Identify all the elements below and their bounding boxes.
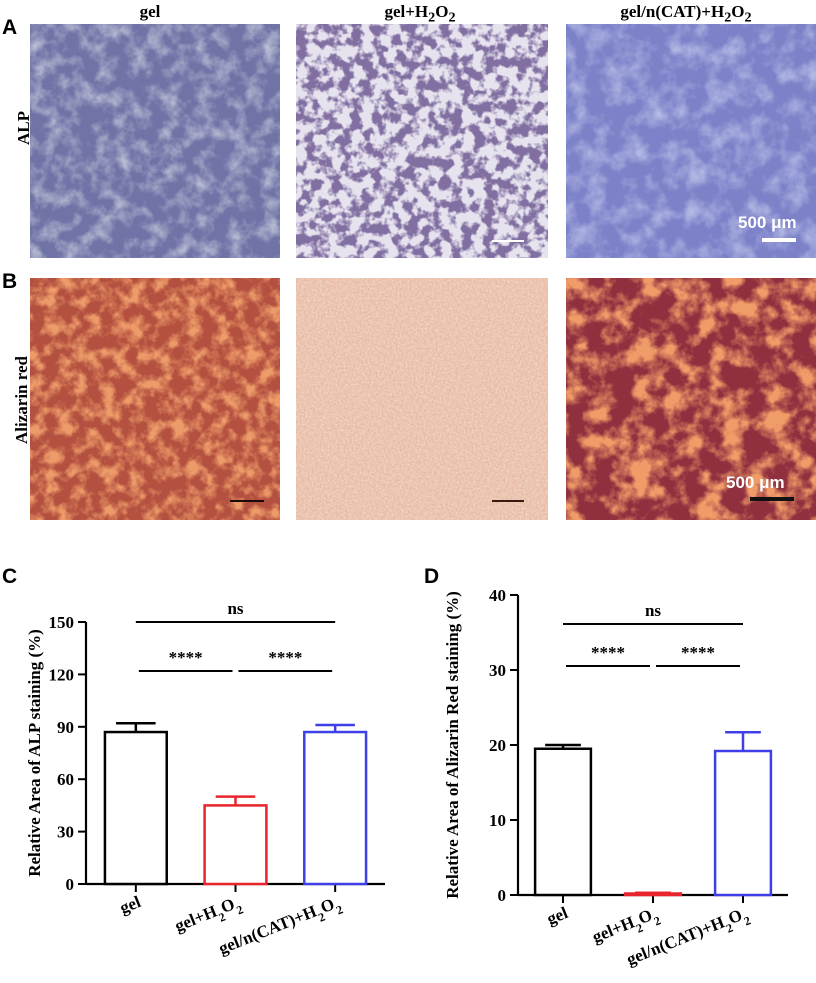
significance-label: **** — [268, 648, 302, 667]
micrograph-alizarin-gel-h2o2 — [296, 278, 548, 520]
chart-d-alizarin-staining: 0 10 20 30 40 Relative Area of Alizarin Red s… — [443, 586, 788, 969]
y-tick-label: 90 — [57, 718, 74, 737]
row-header-alizarin-red: Alizarin red — [12, 356, 31, 444]
significance-label: ns — [645, 601, 661, 620]
panel-letter-c: C — [2, 565, 18, 588]
x-tick-label: gel — [544, 903, 571, 929]
bar-gel — [103, 730, 168, 886]
micrograph-alp-gel — [30, 24, 280, 258]
y-tick-label: 60 — [57, 770, 74, 789]
column-header-gel-ncat-h2o2: gel/n(CAT)+H2O2 — [620, 2, 752, 26]
significance-label: **** — [169, 648, 203, 667]
column-header-gel-h2o2: gel+H2O2 — [384, 2, 456, 26]
y-tick-label: 10 — [489, 811, 506, 830]
bar-gel-n-cat-h2o2 — [303, 730, 368, 886]
y-tick-label: 20 — [489, 736, 506, 755]
y-tick-label: 0 — [498, 886, 507, 905]
micrograph-alizarin-gel-ncat-h2o2 — [566, 278, 816, 520]
bar-gel-n-cat-h2o2 — [713, 749, 773, 897]
micrograph-alp-gel-ncat-h2o2 — [566, 24, 816, 258]
x-tick-label: gel — [117, 892, 144, 918]
scale-bar-label-alizarin: 500 μm — [726, 473, 785, 492]
y-tick-label: 40 — [489, 586, 506, 605]
significance-label: **** — [591, 643, 625, 662]
y-axis-label: Relative Area of ALP staining (%) — [25, 629, 44, 877]
y-tick-label: 120 — [49, 665, 75, 684]
bar-gel-h2o2 — [203, 804, 268, 886]
panel-letter-b: B — [2, 270, 18, 293]
significance-label: ns — [227, 599, 243, 618]
bar-gel — [533, 747, 593, 897]
column-header-gel: gel — [139, 2, 161, 21]
scale-bar-alizarin — [750, 497, 794, 501]
chart-c-alp-staining: 0 30 60 90 120 150 Relative Area of ALP staini… — [25, 599, 385, 964]
y-tick-label: 30 — [489, 661, 506, 680]
y-tick-label: 0 — [66, 875, 75, 894]
micrograph-alp-gel-h2o2 — [296, 24, 548, 258]
bar-gel-h2o2 — [623, 892, 683, 897]
y-tick-label: 30 — [57, 823, 74, 842]
y-tick-label: 150 — [49, 613, 75, 632]
micrograph-alizarin-gel — [30, 278, 280, 520]
scale-bar-label-alp: 500 μm — [738, 213, 797, 232]
x-tick-label: gel/n(CAT)+H2O2 — [216, 892, 345, 964]
scale-bar-alp — [762, 238, 796, 242]
y-axis-label: Relative Area of Alizarin Red staining (… — [443, 591, 462, 899]
panel-letter-a: A — [2, 16, 18, 39]
significance-label: **** — [681, 643, 715, 662]
panel-letter-d: D — [424, 565, 440, 588]
